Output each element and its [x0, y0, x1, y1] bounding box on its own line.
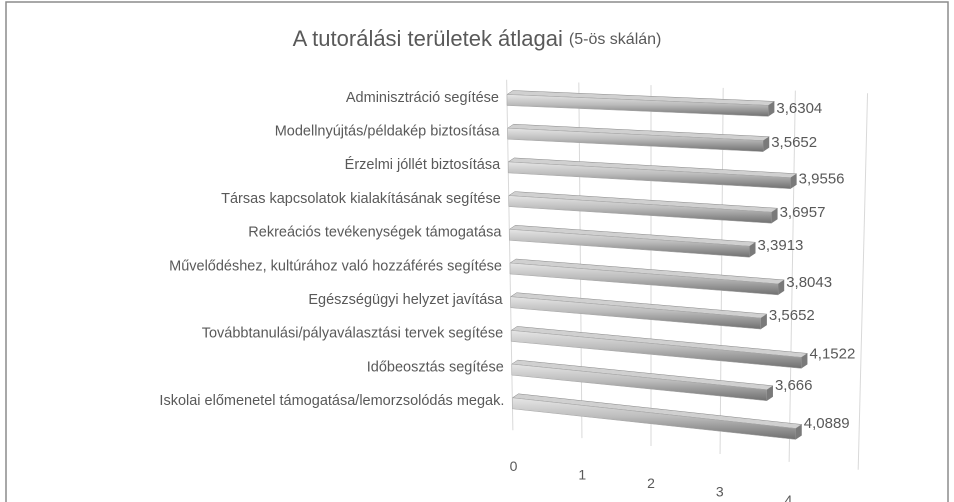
subtitle: (5-ös skálán) [569, 31, 661, 48]
y-tick-label: Egészségügyi helyzet javítása [308, 292, 503, 308]
x-tick-label: 5 [853, 500, 861, 502]
value-label: 3,6957 [780, 204, 826, 221]
chart-title: A tutorálási területek átlagai (5-ös skál… [293, 26, 662, 51]
bar-end [778, 279, 785, 295]
value-label: 3,6304 [776, 100, 822, 117]
frame [5, 1, 949, 502]
y-tick-label: Időbeosztás segítése [367, 359, 504, 375]
bar-end [760, 314, 767, 330]
value-label: 3,5652 [771, 134, 817, 151]
bar-end [749, 242, 756, 258]
y-tick-label: Modellnyújtás/példakép biztosítása [275, 124, 501, 140]
x-tick-label: 3 [716, 483, 724, 499]
value-label: 3,5652 [769, 307, 815, 324]
value-label: 3,666 [775, 377, 813, 394]
bar-end [766, 385, 773, 401]
grid-line [788, 90, 796, 462]
x-tick-label: 0 [510, 458, 518, 474]
y-tick-label: Érzelmi jóllét biztosítása [345, 156, 501, 173]
y-tick-label: Adminisztráció segítése [346, 90, 499, 106]
x-tick-label: 1 [578, 466, 586, 482]
y-tick-label: Iskolai előmenetel támogatása/lemorzsoló… [159, 393, 504, 409]
bar-end [763, 136, 770, 152]
value-label: 3,3913 [758, 237, 804, 254]
bar-end [795, 424, 802, 440]
x-tick-label: 4 [785, 492, 793, 502]
y-tick-label: Továbbtanulási/pályaválasztási tervek se… [202, 326, 503, 342]
x-tick-label: 2 [647, 475, 655, 491]
bar-end [768, 101, 775, 117]
bar [512, 397, 797, 440]
y-tick-label: Művelődéshez, kultúrához való hozzáférés… [169, 258, 502, 274]
y-tick-label: Társas kapcsolatok kialakításának segíté… [221, 191, 501, 207]
bar-end [801, 353, 808, 369]
bar-end [790, 173, 797, 189]
y-tick-label: Rekreációs tevékenységek támogatása [248, 225, 502, 241]
value-label: 3,8043 [786, 274, 832, 291]
value-label: 3,9556 [799, 170, 845, 187]
title: A tutorálási területek átlagai [293, 26, 563, 51]
grid-line [857, 93, 869, 470]
value-label: 4,0889 [804, 415, 850, 432]
bar-end [771, 208, 778, 224]
value-label: 4,1522 [809, 346, 855, 363]
